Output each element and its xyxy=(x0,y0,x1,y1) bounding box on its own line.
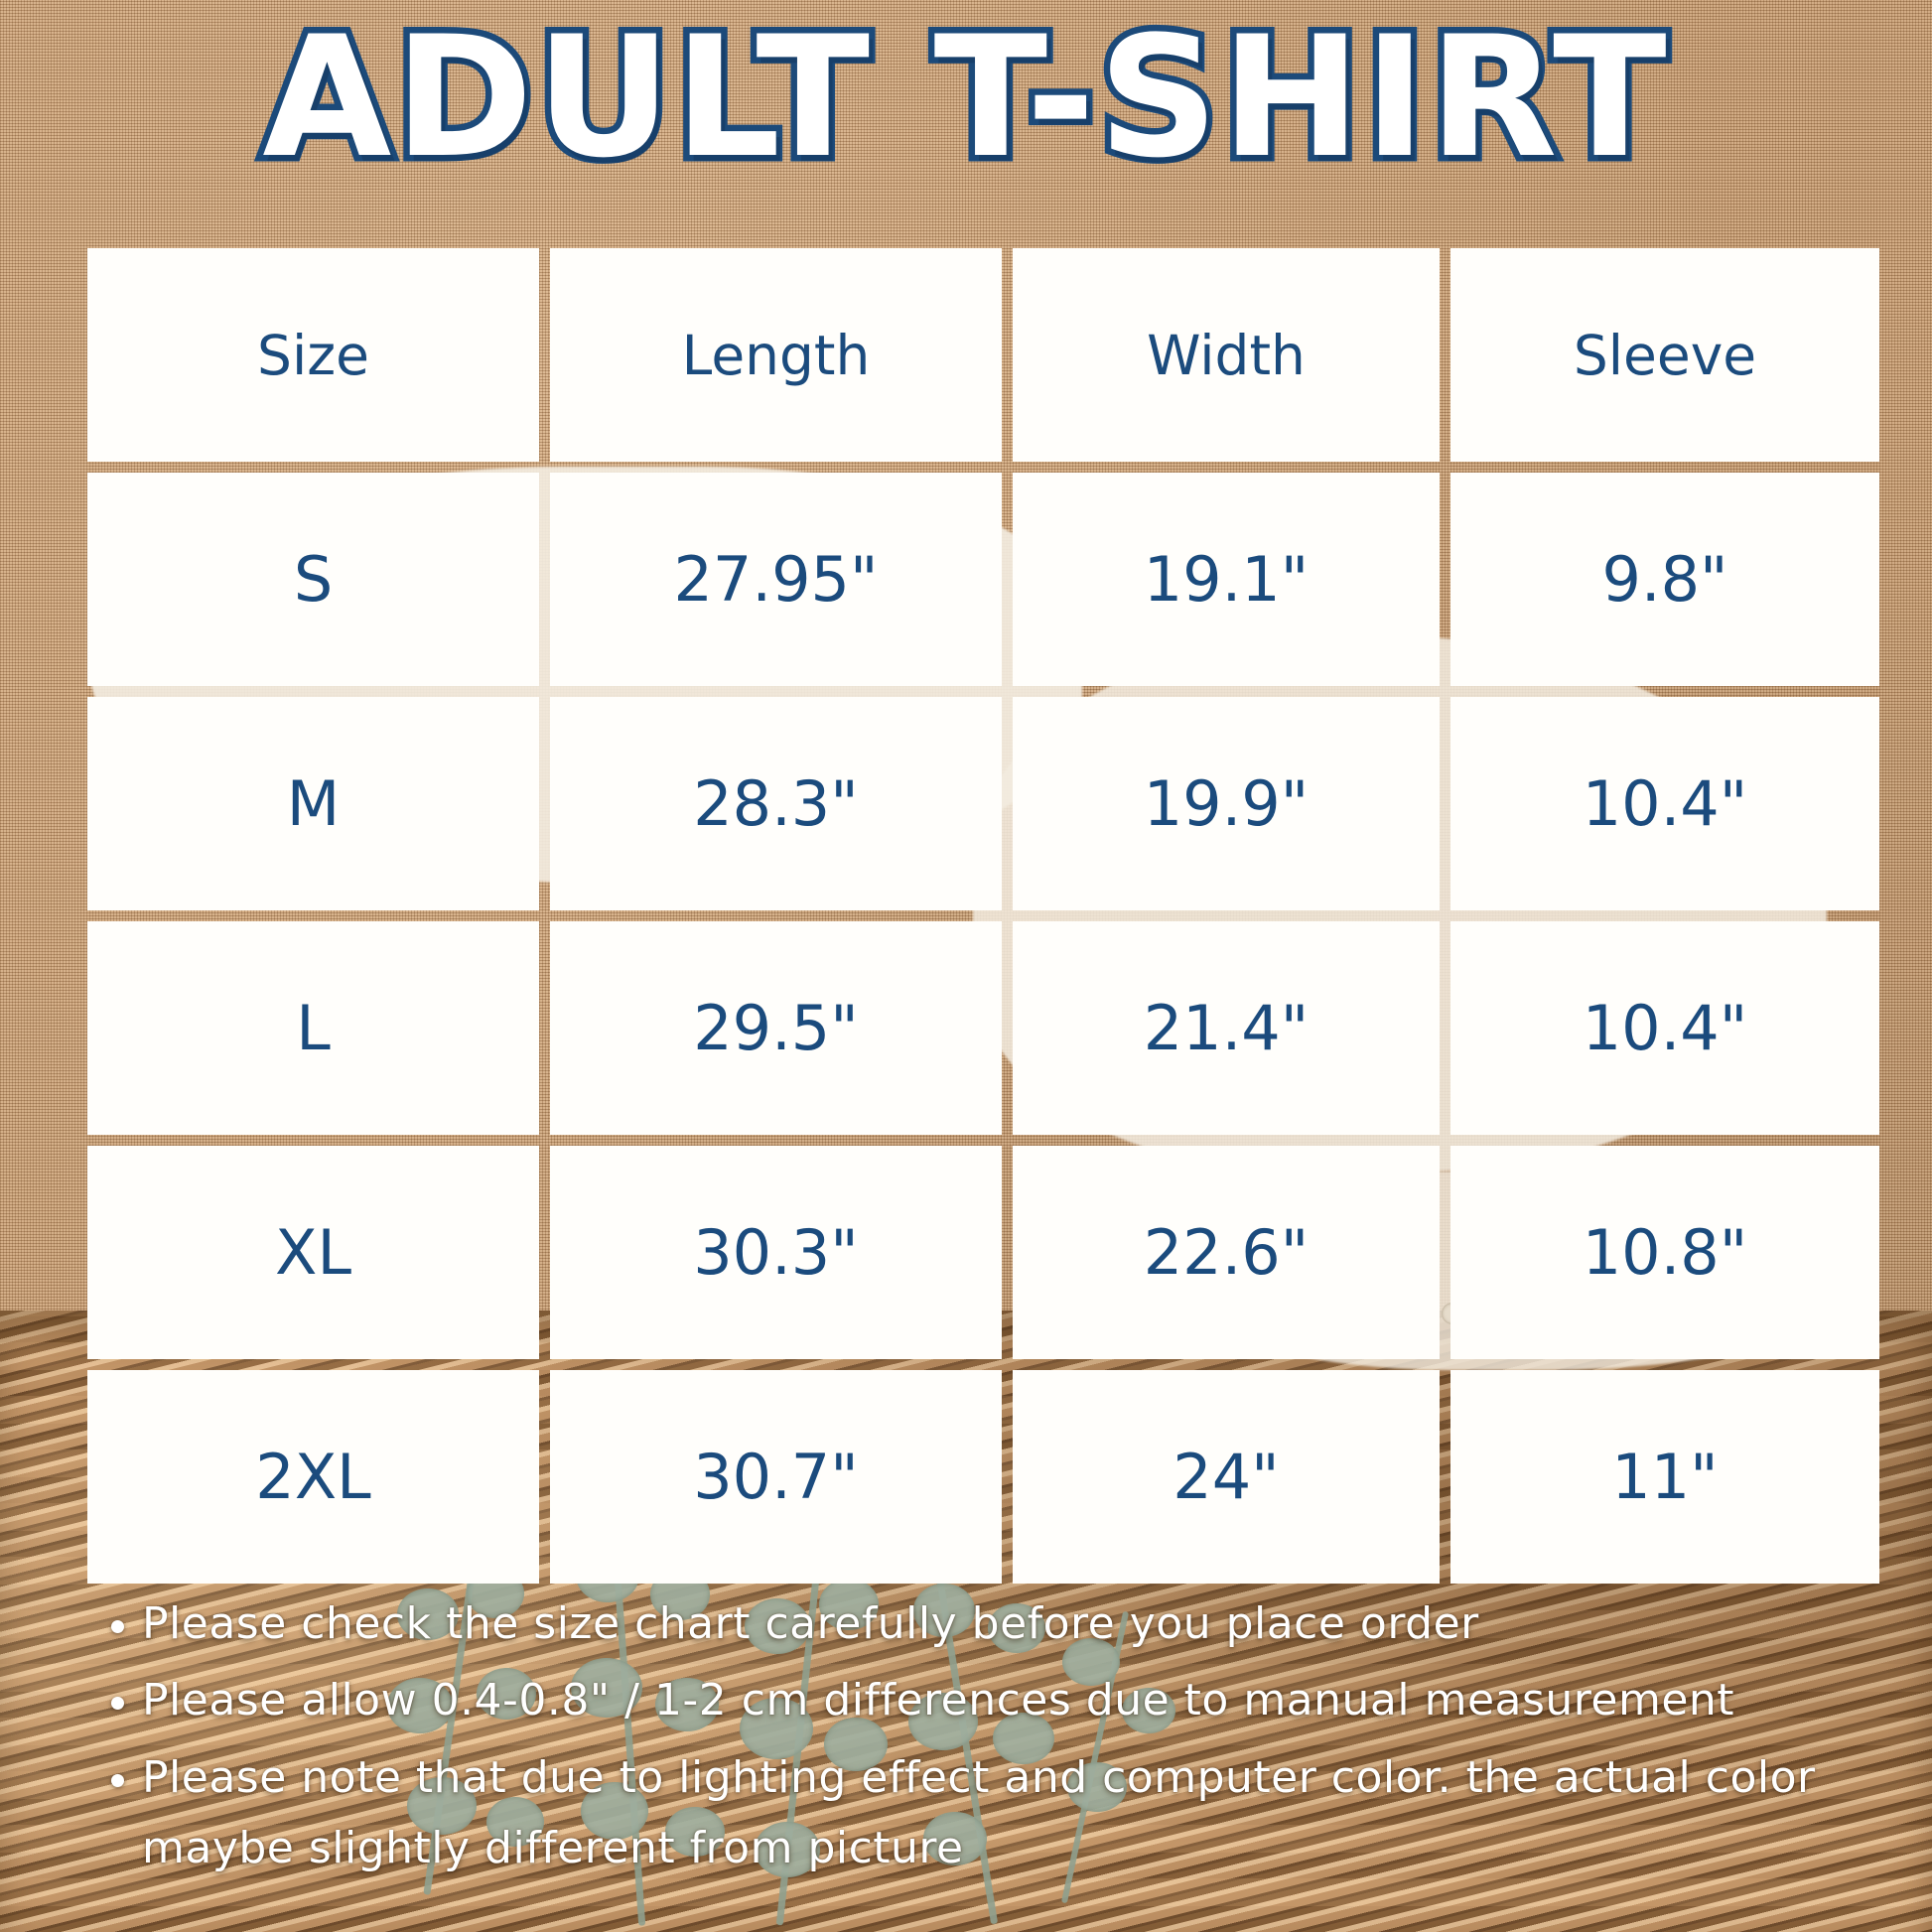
table-cell-width: 22.6" xyxy=(1013,1146,1440,1359)
table-cell-width: 19.1" xyxy=(1013,473,1440,686)
table-header-width: Width xyxy=(1013,248,1440,462)
note-text: Please check the size chart carefully be… xyxy=(142,1598,1479,1649)
bullet-icon xyxy=(111,1697,124,1711)
table-cell-size: S xyxy=(87,473,539,686)
table-cell-length: 30.7" xyxy=(550,1370,1002,1584)
notes-list: Please check the size chart carefully be… xyxy=(111,1588,1853,1889)
table-cell-width: 19.9" xyxy=(1013,697,1440,910)
table-cell-sleeve: 9.8" xyxy=(1450,473,1879,686)
table-cell-length: 29.5" xyxy=(550,921,1002,1135)
page-title-container: ADULT T-SHIRT xyxy=(0,0,1932,195)
note-item: Please note that due to lighting effect … xyxy=(111,1742,1853,1884)
table-cell-size: XL xyxy=(87,1146,539,1359)
page-title: ADULT T-SHIRT xyxy=(256,0,1673,195)
table-header-sleeve: Sleeve xyxy=(1450,248,1879,462)
note-item: Please check the size chart carefully be… xyxy=(111,1588,1853,1659)
eucalyptus-sprig xyxy=(328,1549,1175,1932)
bullet-icon xyxy=(111,1620,124,1633)
table-header-length: Length xyxy=(550,248,1002,462)
table-cell-width: 21.4" xyxy=(1013,921,1440,1135)
table-cell-sleeve: 10.8" xyxy=(1450,1146,1879,1359)
size-chart-table: Size Length Width Sleeve S 27.95" 19.1" 9.8" M 28… xyxy=(87,248,1879,1584)
note-text: Please allow 0.4-0.8" / 1-2 cm differenc… xyxy=(142,1675,1735,1726)
table-cell-size: M xyxy=(87,697,539,910)
table-header-size: Size xyxy=(87,248,539,462)
table-cell-length: 28.3" xyxy=(550,697,1002,910)
table-cell-sleeve: 11" xyxy=(1450,1370,1879,1584)
table-cell-sleeve: 10.4" xyxy=(1450,921,1879,1135)
table-cell-width: 24" xyxy=(1013,1370,1440,1584)
table-cell-length: 27.95" xyxy=(550,473,1002,686)
table-cell-length: 30.3" xyxy=(550,1146,1002,1359)
bullet-icon xyxy=(111,1773,124,1787)
table-cell-size: 2XL xyxy=(87,1370,539,1584)
table-cell-size: L xyxy=(87,921,539,1135)
table-cell-sleeve: 10.4" xyxy=(1450,697,1879,910)
note-item: Please allow 0.4-0.8" / 1-2 cm differenc… xyxy=(111,1665,1853,1735)
note-text: Please note that due to lighting effect … xyxy=(142,1751,1816,1873)
